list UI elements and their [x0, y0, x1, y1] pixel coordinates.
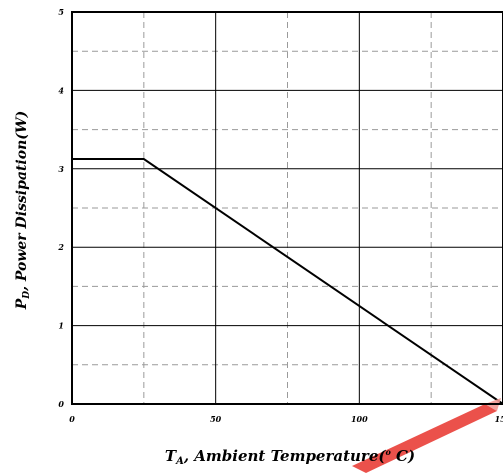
x-tick-label-2: 100: [351, 414, 368, 424]
x-label-degree: o: [385, 447, 391, 457]
x-tick-label-1: 50: [210, 414, 222, 424]
x-label-main: T: [165, 447, 178, 465]
y-tick-label-3: 3: [58, 164, 64, 174]
y-tick-label-4: 4: [58, 85, 64, 95]
y-tick-label-0: 0: [58, 399, 64, 409]
x-label-subscript: A: [175, 456, 184, 467]
x-label-unit: C): [391, 447, 415, 465]
y-label-text: , Power Dissipation(W): [14, 111, 30, 292]
y-label-main: P: [14, 298, 30, 310]
y-axis-label: PD, Power Dissipation(W): [14, 111, 32, 310]
x-axis-label: TA, Ambient Temperature(o C): [165, 447, 415, 467]
y-tick-label-2: 2: [57, 242, 64, 252]
x-tick-label-3: 150: [495, 414, 503, 424]
y-tick-labels: 0 1 2 3 4 5: [57, 7, 64, 409]
y-tick-label-1: 1: [58, 321, 64, 331]
plot-area-frame: [71, 11, 503, 405]
y-label-subscript: D: [22, 291, 32, 300]
x-label-text: , Ambient Temperature(: [183, 447, 387, 465]
minor-gridlines: [72, 12, 503, 404]
power-dissipation-line: [72, 158, 503, 405]
x-tick-labels: 0 50 100 150: [69, 414, 503, 424]
x-tick-label-0: 0: [69, 414, 75, 424]
y-tick-label-5: 5: [58, 7, 64, 17]
